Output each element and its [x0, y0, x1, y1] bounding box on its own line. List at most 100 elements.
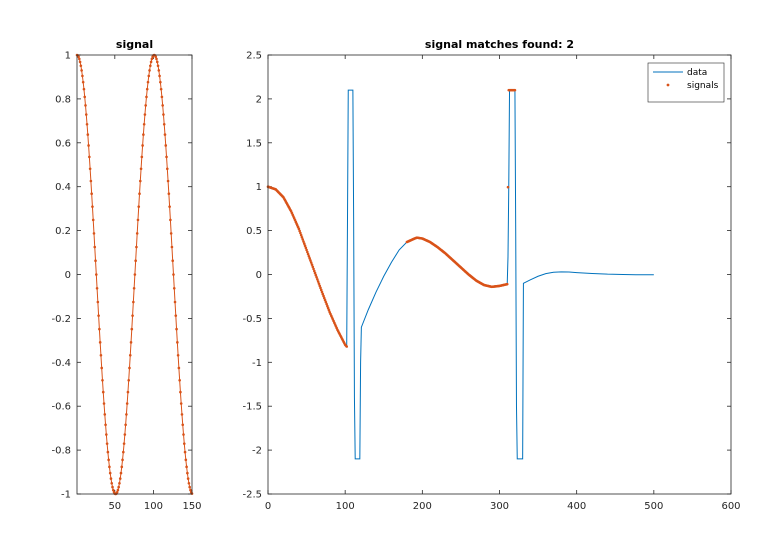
signal-series-0-point: [78, 60, 82, 64]
signal-series-0-point: [82, 87, 86, 91]
signal-ytick-label: -1: [61, 490, 71, 501]
signal-series-0-point: [83, 95, 87, 99]
signal-ytick-label: 0.2: [55, 226, 71, 237]
matches-ytick-label: 0.5: [246, 226, 262, 237]
signal-series-0-point: [88, 167, 92, 171]
matches-ytick-label: 0: [256, 270, 262, 281]
signal-series-0-point: [116, 488, 120, 492]
matches-signals-point: [317, 282, 321, 285]
signal-series-0-point: [105, 442, 109, 445]
signal-series-0-point: [170, 245, 174, 249]
signal-series-0-point: [132, 300, 135, 304]
signal-series-0-point: [179, 390, 182, 394]
signal-series-0-point: [109, 477, 113, 480]
signal-series-0-point: [98, 327, 101, 331]
signal-series-0-point: [178, 378, 181, 382]
signal-series-0-line: [76, 54, 193, 495]
signal-series-0-point: [132, 286, 136, 290]
axes-matches-tick-labels: 0 100 200 300 400 500 600 -2.5 -2 -1.5 -1 -0.5 0 0.5 1…: [242, 51, 740, 513]
signal-series-0-point: [183, 450, 187, 454]
matches-ytick-label: -0.5: [242, 314, 262, 325]
signal-series-0-point: [129, 341, 133, 344]
signal-series-0-point: [136, 218, 140, 222]
axes-matches[interactable]: 0 100 200 300 400 500 600 -2.5 -2 -1.5 -1 -0.5 0 0.5 1…: [242, 38, 740, 512]
legend-signals-dot-swatch: [666, 83, 670, 87]
matches-signals-point: [307, 254, 311, 258]
signal-series-0-point: [96, 300, 100, 304]
signal-ytick-label: -0.6: [51, 402, 71, 413]
matches-signals-point: [319, 288, 323, 292]
signal-series-0-point: [133, 273, 137, 276]
matches-signals-point: [323, 298, 327, 302]
signal-series-0-point: [174, 314, 178, 317]
signal-series-0-point: [176, 341, 179, 344]
signal-series-0-point: [162, 122, 166, 126]
signal-series-0-point: [125, 413, 128, 416]
matches-signals-point: [505, 282, 509, 286]
signal-series-0-point: [182, 433, 185, 436]
matches-xtick-label: 200: [413, 501, 432, 512]
signal-xtick-label: 50: [108, 501, 121, 512]
signal-series-0-point: [182, 442, 186, 445]
signal-series-0-point: [119, 471, 123, 475]
signal-series-0-point: [85, 122, 89, 126]
signal-ytick-label: -0.8: [51, 446, 71, 457]
signal-series-0-point: [186, 471, 189, 475]
axes-signal[interactable]: 50 100 150 -1 -0.8 -0.6 -0.4 -0.2 0 0.2 0.4 0.6 0.8 1…: [51, 38, 201, 512]
matches-signals-point: [300, 235, 304, 239]
matches-signals-point: [311, 265, 315, 269]
signal-series-0-point: [128, 354, 132, 357]
signal-series-0-point: [100, 366, 103, 370]
signal-series-0-point: [165, 155, 168, 159]
signal-ytick-label: -0.2: [51, 314, 71, 325]
signal-series-0-point: [124, 423, 127, 427]
matches-signals-point: [309, 259, 312, 262]
matches-ytick-label: 1.5: [246, 138, 262, 149]
matches-signals-point: [322, 294, 325, 298]
matches-ytick-label: -1: [252, 358, 262, 369]
signal-series-0-point: [142, 122, 146, 126]
matches-xtick-label: 100: [336, 501, 355, 512]
matches-xtick-label: 600: [721, 501, 740, 512]
axes-matches-plot-area: [266, 88, 654, 460]
signal-series-0-point: [172, 273, 175, 276]
signal-series-0-point: [145, 95, 148, 99]
signal-series-0-point: [169, 218, 172, 222]
signal-series-0-point: [78, 57, 81, 61]
legend[interactable]: data signals: [647, 62, 725, 103]
signal-series-0-point: [159, 80, 162, 84]
signal-series-0-point: [84, 104, 87, 107]
signal-series-0-point: [99, 354, 103, 357]
signal-series-0-point: [90, 192, 93, 195]
signal-series-0-point: [175, 327, 178, 331]
matches-signals-point: [324, 300, 328, 304]
matches-signals-point: [513, 88, 517, 92]
matches-signals-point: [321, 292, 325, 296]
signal-series-0-point: [181, 423, 185, 427]
matches-signals-point: [299, 233, 303, 237]
matches-signals-point: [302, 240, 305, 243]
matches-ytick-label: -1.5: [242, 402, 262, 413]
signal-series-0-point: [101, 390, 105, 394]
signal-series-0-point: [139, 167, 143, 171]
signal-series-0-point: [123, 433, 127, 436]
signal-series-0-point: [88, 155, 91, 159]
signal-series-0-point: [155, 57, 158, 61]
signal-series-0-point: [184, 458, 188, 462]
matches-signals-point: [506, 185, 510, 189]
signal-ytick-label: 0.8: [55, 94, 71, 105]
signal-series-0-point: [169, 232, 173, 235]
matches-signals-point: [299, 231, 302, 235]
matches-signals-point: [306, 250, 309, 254]
signal-series-0-point: [134, 259, 137, 263]
signal-series-0-point: [142, 133, 145, 136]
signal-series-0-point: [138, 179, 142, 183]
legend-data-label: data: [687, 68, 707, 78]
signal-series-0-point: [84, 113, 88, 116]
matches-signals-point: [309, 261, 313, 264]
signal-series-0-point: [162, 113, 165, 116]
matches-ytick-label: 1: [256, 182, 262, 193]
signal-series-0-point: [144, 104, 147, 107]
matches-xtick-label: 400: [567, 501, 586, 512]
